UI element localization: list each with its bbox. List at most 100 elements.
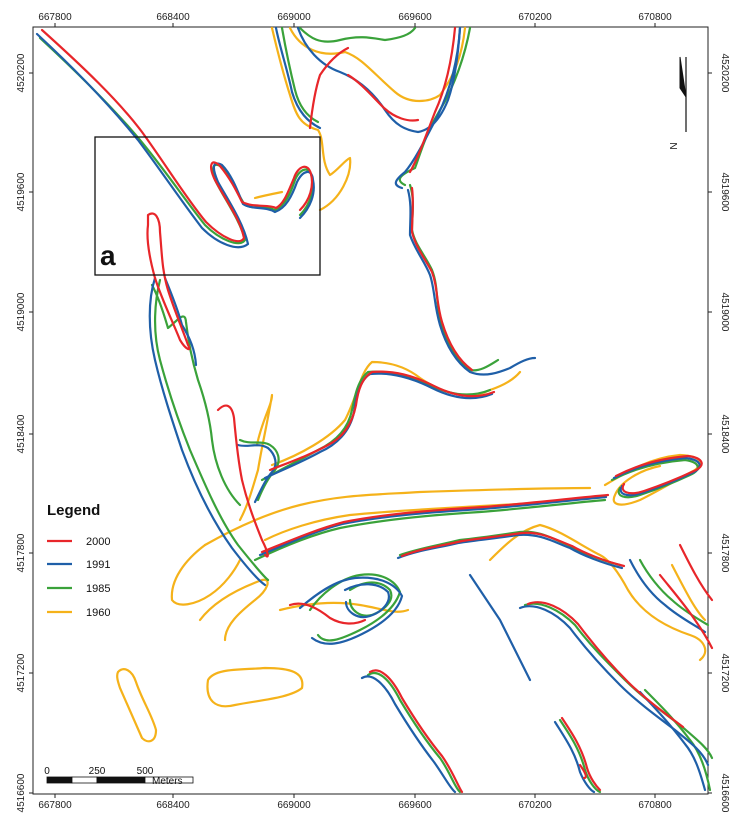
tick-marks [29,23,712,798]
shoreline-1985-segment [558,718,602,794]
shoreline-1991-segment [360,675,457,794]
north-arrow: N [669,56,687,150]
shoreline-1991-segment [298,576,404,645]
shoreline-1991-segment [163,276,198,367]
y-tick-label: 4517200 [719,654,729,693]
scale-label-0: 0 [44,766,50,777]
shoreline-1991-segment [518,605,710,767]
shoreline-2000-segment [614,454,703,495]
legend-label-1960: 1960 [86,607,110,619]
shoreline-1985-segment [154,278,270,582]
shoreline-1991-segment [468,573,532,682]
north-label: N [669,142,680,149]
x-tick-label: 667800 [38,800,72,811]
scale-label-500: 500 [137,766,154,777]
shoreline-2000-segment [288,602,367,625]
shoreline-1991-segment [553,720,596,794]
scale-segment-3 [96,776,146,784]
shoreline-2000-segment [578,763,587,780]
y-tick-label: 4517800 [719,534,729,573]
shoreline-1991-segment [396,533,624,570]
x-tick-label: 670200 [518,800,552,811]
shoreline-1960-segment [206,666,304,708]
shoreline-1960-segment [670,563,707,622]
north-arrow-icon [679,56,687,98]
shoreline-1991-segment [274,26,322,130]
shoreline-1960-segment [170,543,242,606]
bottom-x-ticks: 667800 668400 669000 669600 670200 67080… [38,800,672,811]
y-tick-label: 4520200 [16,53,27,92]
scale-label-250: 250 [89,766,106,777]
x-tick-label: 670800 [638,12,672,23]
shoreline-1991-segment [148,276,267,587]
shoreline-1985-segment [348,581,393,617]
shoreline-2000-segment [346,73,420,122]
y-tick-label: 4516600 [16,773,27,812]
shoreline-1991-segment [406,188,537,376]
x-tick-label: 667800 [38,12,72,23]
legend: Legend 2000 1991 1985 1960 [47,502,110,619]
shoreline-1991-segment [638,690,707,792]
shoreline-2000-segment [368,669,464,794]
shoreline-2000-segment [408,26,457,174]
x-tick-label: 669600 [398,800,432,811]
y-tick-label: 4519600 [16,172,27,211]
x-tick-label: 670800 [638,800,672,811]
shoreline-1991-segment [258,495,608,557]
x-tick-label: 669600 [398,12,432,23]
legend-title: Legend [47,502,100,519]
shoreline-1960-segment [488,523,707,662]
y-tick-label: 4519000 [16,292,27,331]
y-tick-label: 4519600 [719,173,729,212]
y-tick-label: 4517800 [16,533,27,572]
x-tick-label: 669000 [277,800,311,811]
shoreline-1985-segment [38,36,314,245]
shoreline-2000-segment [400,531,626,568]
shoreline-2000-segment [560,716,602,792]
shoreline-1991 [35,26,710,794]
shoreline-1985-segment [238,438,280,502]
shoreline-1960-segment [198,578,269,642]
inset-box [94,136,321,276]
shoreline-2000-segment [260,493,610,554]
shoreline-2000-segment [268,370,496,472]
shoreline-1991-segment [343,583,390,619]
x-tick-label: 668400 [156,800,190,811]
x-tick-label: 669000 [277,12,311,23]
shoreline-1985-segment [638,558,710,627]
shoreline-1985-segment [366,672,462,794]
inset-label: a [100,240,116,271]
scale-segment-2 [71,776,98,784]
shoreline-2000-segment [526,601,685,729]
y-tick-label: 4517200 [16,653,27,692]
scale-segment-4 [144,776,194,784]
shoreline-2000 [40,26,714,794]
x-tick-label: 668400 [156,12,190,23]
shoreline-2000-segment [40,28,314,243]
legend-label-1985: 1985 [86,583,110,595]
y-tick-label: 4520200 [719,54,729,93]
shoreline-1985-segment [643,688,712,792]
map-frame [32,26,709,795]
left-y-ticks: 4520200 4519600 4519000 4518400 4517800 … [16,53,27,812]
y-tick-label: 4518400 [16,414,27,453]
shoreline-1991-segment [35,32,315,249]
shoreline-1991-segment [296,26,462,134]
top-x-ticks: 667800 668400 669000 669600 670200 67080… [38,12,672,23]
shoreline-1991-segment [236,443,277,504]
y-tick-label: 4519000 [719,293,729,332]
shoreline-1960-segment [270,26,352,212]
y-tick-label: 4518400 [719,415,729,454]
x-tick-label: 670200 [518,12,552,23]
y-tick-label: 4516600 [719,774,729,813]
scale-segment-1 [46,776,73,784]
shoreline-2000-segment [308,46,350,130]
shoreline-1985-segment [298,26,417,43]
shoreline-2000-segment [410,186,474,372]
shoreline-2000-segment [658,573,714,650]
shoreline-2000-segment [678,543,714,602]
scale-bar: 0 250 500 Meters [44,766,194,787]
shoreline-1960-segment [203,486,592,547]
shoreline-1960-segment [116,668,158,743]
